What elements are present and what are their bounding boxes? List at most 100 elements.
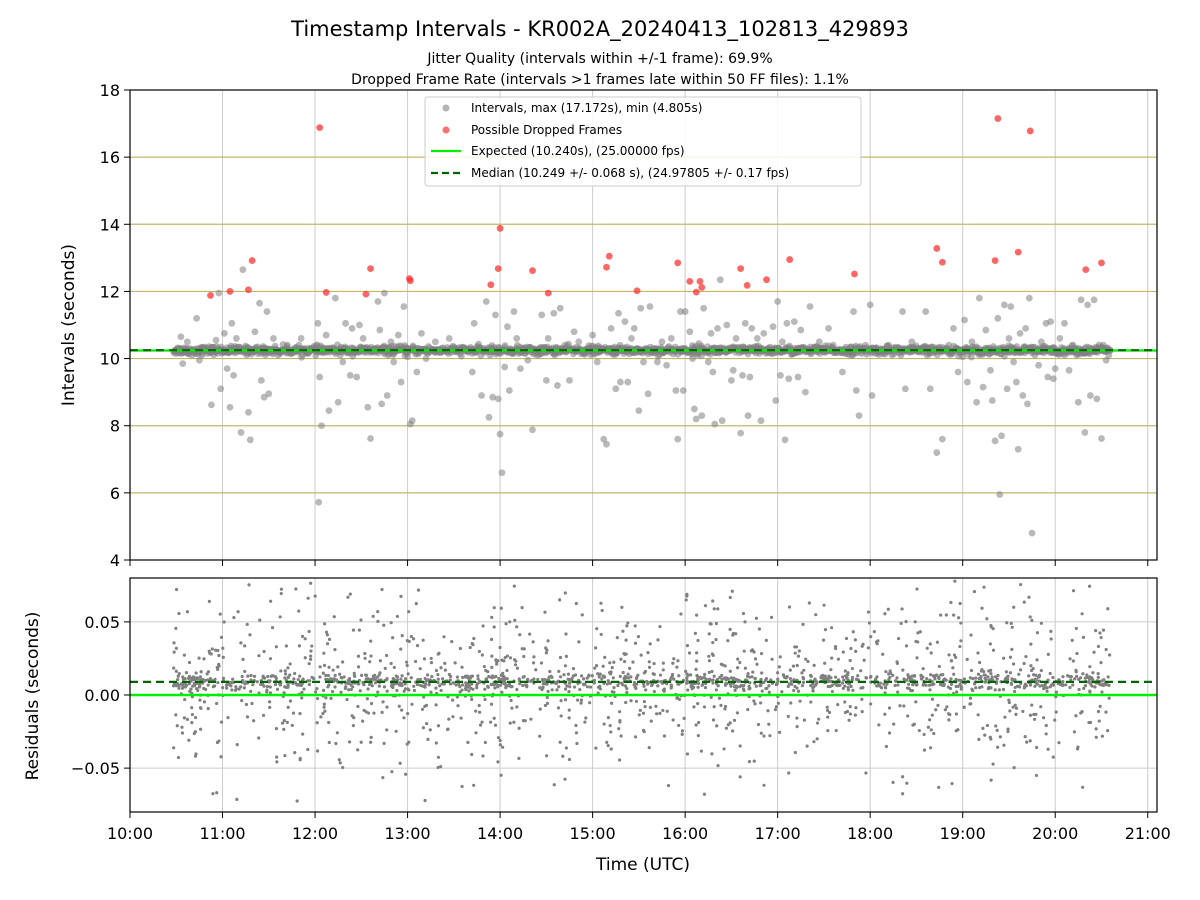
residual-point (954, 729, 958, 733)
residual-point (968, 702, 972, 706)
residual-point (685, 752, 690, 756)
residual-point (745, 674, 750, 678)
residual-point (723, 704, 728, 709)
dropped-frame-point (737, 265, 745, 272)
residual-point (534, 668, 538, 672)
residual-point (896, 636, 901, 641)
residual-point (886, 607, 890, 611)
residual-point (978, 660, 982, 665)
residual-point (677, 674, 681, 678)
residual-point (846, 671, 850, 675)
residual-point (373, 673, 377, 677)
residual-point (650, 683, 654, 688)
residual-point (848, 712, 853, 716)
interval-point (378, 400, 386, 408)
residual-point (221, 646, 225, 650)
residual-point (598, 672, 602, 676)
residual-point (623, 684, 628, 688)
residual-point (760, 689, 764, 693)
residual-point (993, 688, 997, 692)
residual-point (632, 683, 636, 687)
interval-point (785, 375, 793, 383)
residual-point (830, 656, 834, 660)
residual-point (174, 626, 178, 630)
interval-point (698, 412, 706, 420)
residual-point (710, 752, 714, 756)
residual-point (835, 683, 839, 688)
residual-point (763, 678, 768, 683)
x-tick-label-9: 19:00 (940, 824, 986, 843)
residual-point (696, 733, 700, 738)
residual-point (1044, 723, 1048, 728)
residual-point (611, 676, 615, 680)
residual-point (375, 675, 380, 679)
interval-point (961, 316, 968, 324)
residual-point (252, 719, 256, 723)
residual-point (310, 644, 314, 648)
residual-point (823, 674, 827, 678)
residual-point (172, 746, 176, 750)
interval-point (1093, 395, 1101, 403)
residual-point (850, 675, 855, 680)
residual-point (753, 676, 757, 681)
residual-point (492, 675, 496, 679)
residual-point (359, 618, 363, 622)
interval-point (364, 403, 372, 411)
residual-point (892, 722, 896, 726)
residual-point (425, 673, 430, 677)
residual-point (1045, 689, 1049, 693)
residual-point (390, 770, 394, 774)
residual-point (306, 596, 310, 600)
residual-point (1106, 729, 1110, 733)
residual-point (180, 731, 185, 735)
residual-point (1038, 684, 1042, 688)
residual-point (599, 632, 603, 637)
residual-point (1035, 745, 1039, 750)
residual-point (472, 636, 476, 641)
residual-point (218, 612, 222, 616)
residual-point (496, 736, 501, 740)
residual-point (174, 646, 178, 650)
residual-point (1012, 689, 1017, 694)
interval-point (774, 298, 782, 305)
residual-point (759, 683, 763, 688)
residual-point (262, 649, 266, 654)
residual-point (766, 709, 770, 713)
residual-point (759, 731, 763, 735)
residual-point (1081, 785, 1085, 789)
residual-point (844, 636, 849, 641)
residual-point (718, 675, 722, 679)
residual-point (952, 653, 957, 657)
residual-point (581, 677, 586, 681)
residual-point (629, 699, 633, 703)
residual-point (615, 636, 619, 640)
residual-point (555, 688, 559, 692)
residual-point (902, 677, 906, 681)
residual-point (406, 687, 410, 691)
residual-point (860, 697, 864, 701)
residual-point (1009, 681, 1013, 686)
residual-point (368, 660, 372, 664)
residual-point (901, 792, 905, 796)
residual-point (989, 778, 993, 782)
residuals-ytick-label-1: 0.00 (84, 686, 120, 705)
residual-point (806, 659, 810, 664)
residual-point (279, 587, 284, 591)
residual-point (699, 749, 703, 753)
residual-point (1039, 668, 1043, 673)
residual-point (633, 735, 638, 739)
residual-point (989, 737, 993, 741)
residual-point (936, 675, 941, 679)
residual-point (904, 678, 909, 682)
interval-point (1003, 385, 1011, 393)
residual-point (672, 677, 676, 681)
residual-point (292, 677, 296, 681)
residual-point (652, 661, 656, 666)
residual-point (601, 664, 605, 668)
residual-point (286, 705, 290, 709)
residual-point (1100, 734, 1104, 738)
residual-point (230, 688, 234, 692)
interval-point (246, 436, 254, 444)
residual-point (1072, 730, 1077, 734)
residual-point (949, 682, 954, 686)
